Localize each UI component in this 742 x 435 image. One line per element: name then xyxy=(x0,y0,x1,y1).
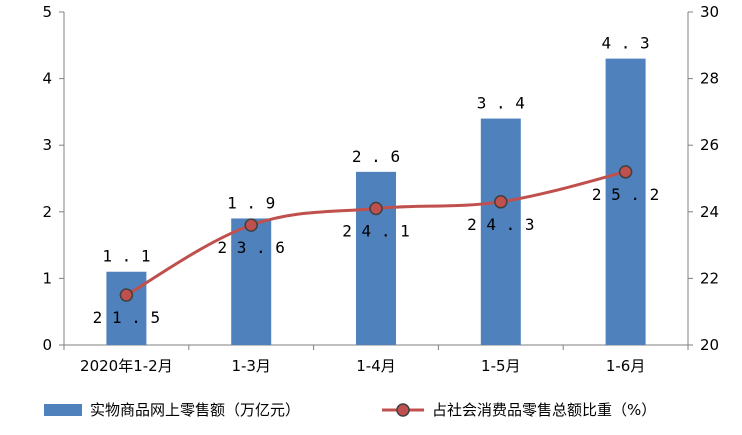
right-axis-tick-label: 20 xyxy=(700,336,719,354)
bars-layer xyxy=(106,58,646,346)
left-axis-tick-label: 1 xyxy=(42,269,52,287)
x-axis-category-label: 1-3月 xyxy=(231,357,271,375)
x-axis-category-label: 1-5月 xyxy=(481,357,521,375)
line-point xyxy=(618,165,633,179)
legend-bar-label: 实物商品网上零售额（万亿元） xyxy=(90,401,300,419)
bar-value-label: 1 . 1 xyxy=(102,247,150,266)
right-axis-tick-label: 22 xyxy=(700,269,719,287)
axes-layer: 0 1 2 3 4 5 20 22 24 26 28 30 2020年1-2月 1-3月 1-4月 1-5月 1… xyxy=(42,3,719,375)
line-point xyxy=(244,218,258,232)
bar xyxy=(480,118,521,345)
legend-line-label: 占社会消费品零售总额比重（%） xyxy=(432,401,656,419)
right-axis-tick-label: 30 xyxy=(700,3,719,21)
left-axis-tick-label: 4 xyxy=(42,70,52,88)
x-axis-category-label: 1-4月 xyxy=(356,357,396,375)
bar-value-label: 3 . 4 xyxy=(477,94,525,113)
left-axis-tick-label: 2 xyxy=(42,203,52,221)
line-value-label: 2 4 . 3 xyxy=(467,215,534,234)
bar-value-label: 4 . 3 xyxy=(602,34,650,53)
line-layer xyxy=(119,165,633,302)
right-axis-tick-label: 28 xyxy=(700,70,719,88)
legend-line-marker xyxy=(396,403,410,417)
bar-value-label: 2 . 6 xyxy=(352,147,400,166)
right-axis-tick-label: 24 xyxy=(700,203,719,221)
labels-layer: 1 . 1 1 . 9 2 . 6 3 . 4 4 . 3 2 1 . 5 2 3 . 6 2… xyxy=(93,34,660,327)
legend-layer: 实物商品网上零售额（万亿元） 占社会消费品零售总额比重（%） xyxy=(44,401,656,419)
left-axis-tick-label: 3 xyxy=(42,136,52,154)
right-axis-tick-label: 26 xyxy=(700,136,719,154)
bar xyxy=(106,271,147,345)
line-value-label: 2 1 . 5 xyxy=(93,308,160,327)
left-axis-tick-label: 0 xyxy=(42,336,52,354)
x-axis-category-label: 2020年1-2月 xyxy=(80,357,173,375)
left-axis-tick-label: 5 xyxy=(42,3,52,21)
line-value-label: 2 4 . 1 xyxy=(342,221,409,240)
line-value-label: 2 5 . 2 xyxy=(592,185,659,204)
line-point xyxy=(369,201,383,216)
x-axis-category-label: 1-6月 xyxy=(606,357,646,375)
bar xyxy=(231,218,272,345)
bar xyxy=(605,58,646,346)
line-point xyxy=(494,195,508,209)
legend-bar-swatch xyxy=(44,404,82,416)
line-point xyxy=(119,288,134,302)
line-value-label: 2 3 . 6 xyxy=(217,238,284,257)
bar-value-label: 1 . 9 xyxy=(227,193,275,212)
bar xyxy=(356,171,396,345)
